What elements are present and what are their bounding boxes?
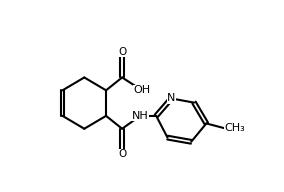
Text: N: N xyxy=(167,94,176,103)
Text: OH: OH xyxy=(133,85,151,95)
Text: O: O xyxy=(118,149,126,159)
Text: CH₃: CH₃ xyxy=(224,123,245,133)
Text: O: O xyxy=(118,47,126,57)
Text: NH: NH xyxy=(132,111,149,121)
